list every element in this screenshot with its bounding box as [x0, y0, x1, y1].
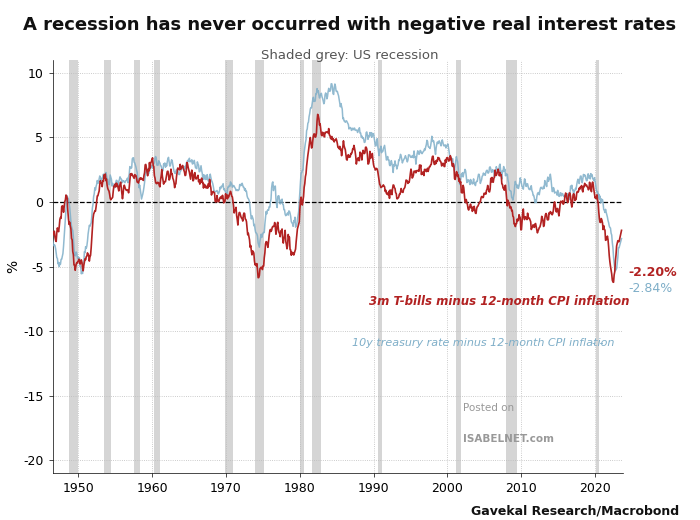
Bar [505, 60, 517, 473]
Bar [312, 60, 321, 473]
Bar [154, 60, 160, 473]
Text: 3m T-bills minus 12-month CPI inflation: 3m T-bills minus 12-month CPI inflation [369, 295, 629, 308]
Y-axis label: %: % [6, 260, 20, 273]
Bar [300, 60, 304, 473]
Bar [456, 60, 461, 473]
Bar [104, 60, 111, 473]
Bar [255, 60, 265, 473]
Text: Shaded grey: US recession: Shaded grey: US recession [261, 49, 439, 62]
Text: -2.20%: -2.20% [628, 266, 676, 280]
Text: Gavekal Research/Macrobond: Gavekal Research/Macrobond [471, 504, 679, 517]
Text: - -: - - [592, 338, 603, 348]
Bar [69, 60, 78, 473]
Text: Posted on: Posted on [463, 403, 514, 413]
Bar [596, 60, 598, 473]
Text: ISABELNET.com: ISABELNET.com [463, 434, 554, 444]
Text: A recession has never occurred with negative real interest rates: A recession has never occurred with nega… [23, 16, 677, 34]
Bar [378, 60, 382, 473]
Bar [225, 60, 232, 473]
Text: -2.84%: -2.84% [628, 282, 672, 295]
Bar [134, 60, 140, 473]
Text: 10y treasury rate minus 12-month CPI inflation: 10y treasury rate minus 12-month CPI inf… [352, 338, 615, 348]
